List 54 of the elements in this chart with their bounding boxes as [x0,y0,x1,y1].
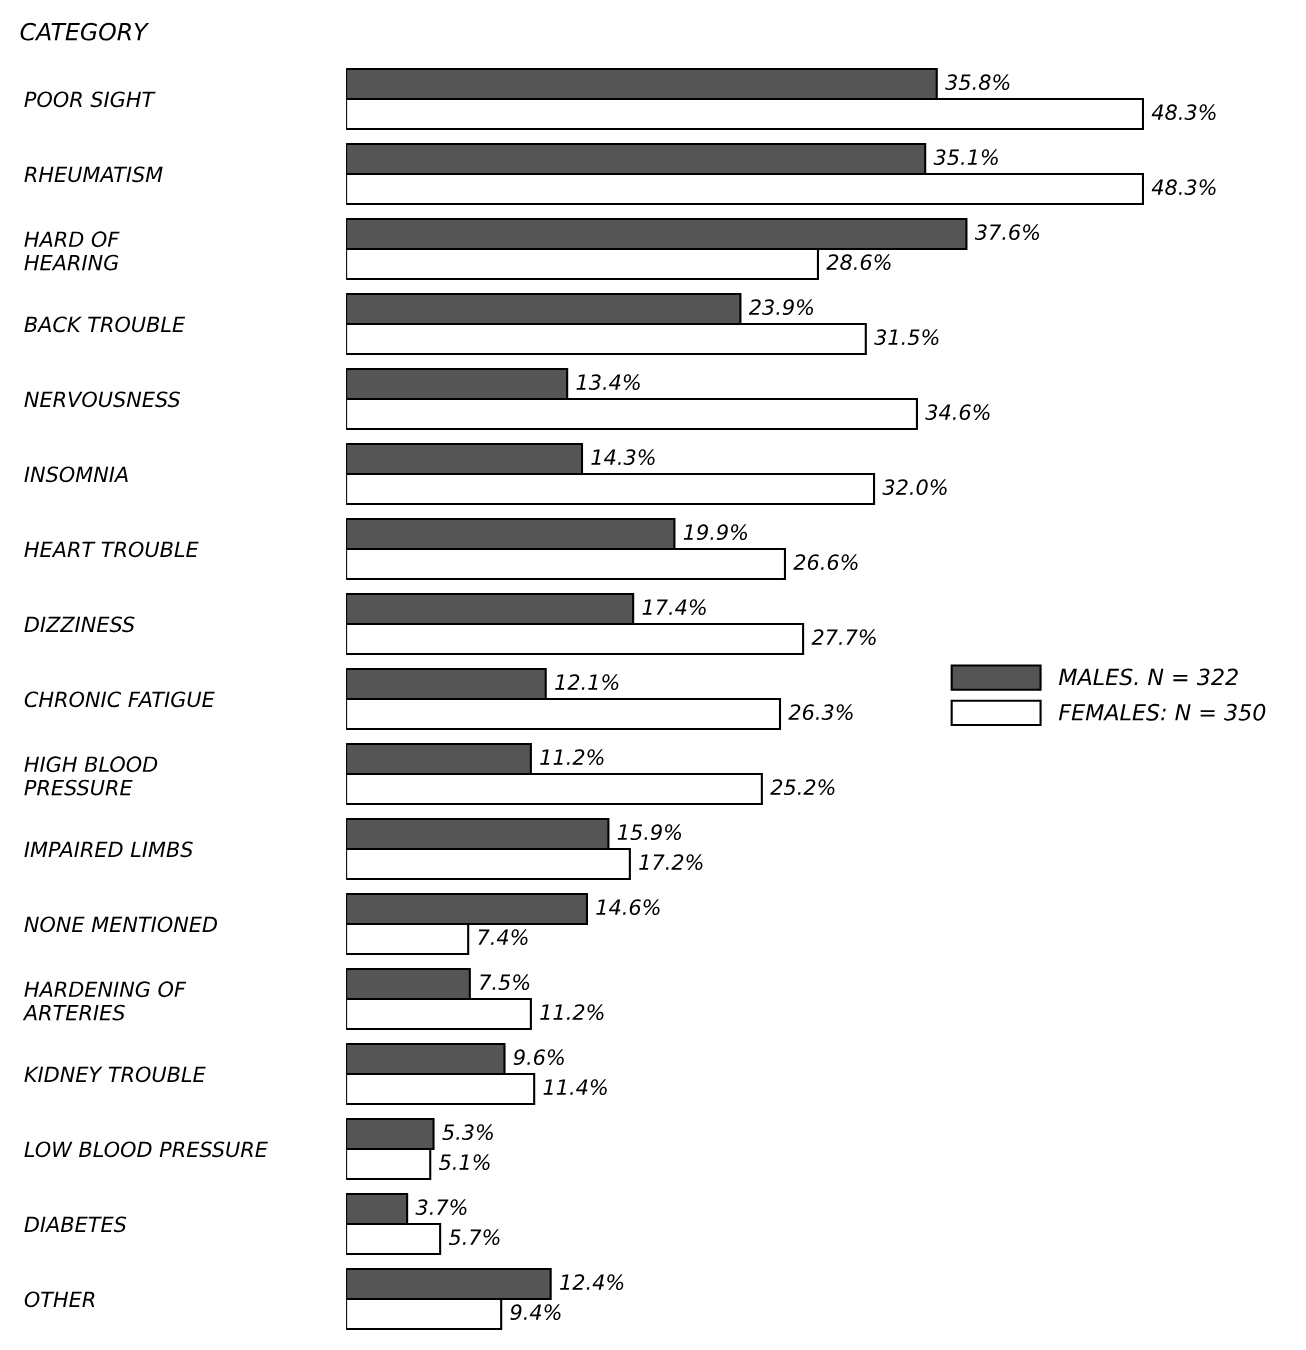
data-label: 11.2% [540,749,604,766]
y-tick-label: HEART TROUBLE [24,541,199,558]
data-label: 26.6% [793,554,858,571]
y-tick-label: NERVOUSNESS [24,391,180,408]
y-tick-label: POOR SIGHT [24,91,156,108]
y-tick-label: IMPAIRED LIMBS [24,841,193,858]
y-tick-label: RHEUMATISM [24,166,163,183]
data-label: 37.6% [974,224,1040,241]
y-axis-title: CATEGORY [20,22,150,41]
data-label: 5.7% [448,1229,500,1246]
data-label: 15.9% [617,824,682,841]
data-label: 7.4% [478,929,528,946]
data-label: 25.2% [770,779,835,796]
data-label: 12.1% [555,674,619,691]
y-tick-label: DIZZINESS [24,616,135,633]
y-tick-label: BACK TROUBLE [24,316,186,333]
data-label: 35.1% [933,149,998,166]
data-label: 34.6% [925,404,990,421]
data-label: 17.2% [639,854,703,871]
y-tick-label: DIABETES [24,1216,127,1233]
data-label: 32.0% [882,479,947,496]
y-tick-label: INSOMNIA [24,466,128,483]
data-label: 12.4% [560,1274,624,1291]
data-label: 35.8% [945,74,1010,91]
data-label: 7.5% [480,974,530,991]
data-label: 23.9% [748,299,814,316]
y-tick-label: CHRONIC FATIGUE [24,691,215,708]
data-label: 3.7% [415,1199,467,1216]
data-label: 28.6% [826,254,891,271]
data-label: 48.3% [1151,104,1216,121]
legend-label: MALES. N = 322 [1058,668,1238,686]
data-label: 14.6% [596,899,660,916]
y-tick-label: HIGH BLOOD PRESSURE [24,756,158,796]
data-label: 11.4% [543,1079,607,1096]
y-tick-label: LOW BLOOD PRESSURE [24,1141,268,1158]
data-label: 14.3% [591,449,655,466]
data-label: 9.6% [513,1049,564,1066]
legend-label: FEMALES: N = 350 [1058,703,1266,721]
data-label: 5.1% [438,1154,490,1171]
data-label: 9.4% [510,1304,561,1321]
data-label: 17.4% [642,599,706,616]
data-label: 26.3% [788,704,853,721]
y-tick-label: OTHER [24,1291,95,1308]
data-label: 11.2% [540,1004,604,1021]
data-label: 48.3% [1151,179,1216,196]
data-label: 31.5% [874,329,939,346]
data-label: 13.4% [576,374,640,391]
data-label: 5.3% [442,1124,493,1141]
y-tick-label: HARD OF HEARING [24,231,120,271]
y-tick-label: NONE MENTIONED [24,916,217,933]
data-label: 27.7% [811,629,876,646]
y-tick-label: KIDNEY TROUBLE [24,1066,206,1083]
data-label: 19.9% [683,524,748,541]
y-tick-label: HARDENING OF ARTERIES [22,981,187,1021]
